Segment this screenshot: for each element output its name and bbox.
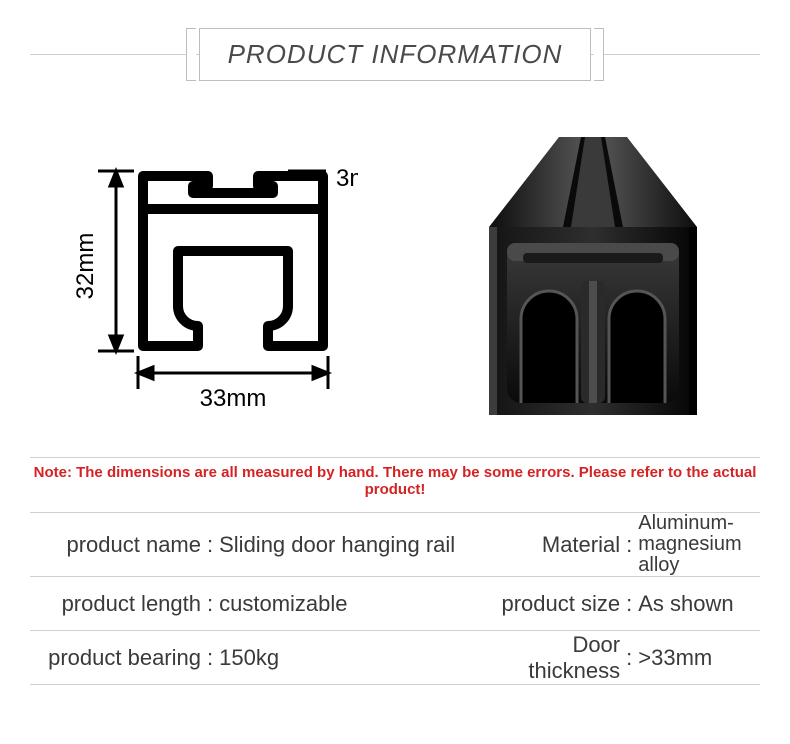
spec-label: Material (479, 532, 624, 558)
rail-photo (433, 131, 753, 421)
width-label: 33mm (199, 385, 266, 412)
spec-label: product bearing (30, 645, 205, 671)
spec-table: product name : Sliding door hanging rail… (30, 512, 760, 685)
heading-rule-left (30, 54, 200, 55)
heading-bracket-right (594, 28, 604, 81)
cross-section-diagram: 32mm 33mm 3mm (38, 131, 378, 421)
thickness-label: 3mm (336, 165, 358, 192)
spec-value: 150kg (219, 645, 479, 671)
rail-cross-section-svg: 32mm 33mm 3mm (58, 131, 358, 421)
spec-label: product length (30, 591, 205, 617)
spec-value: >33mm (638, 645, 760, 671)
rail-3d-svg (463, 131, 723, 421)
colon: : (205, 645, 219, 671)
colon: : (205, 591, 219, 617)
colon: : (624, 532, 638, 558)
spec-value: As shown (638, 591, 760, 617)
height-label: 32mm (72, 233, 99, 300)
colon: : (624, 645, 638, 671)
spec-value: customizable (219, 591, 479, 617)
spec-label: Door thickness (479, 632, 624, 684)
spec-value: Aluminum- magnesium alloy (638, 513, 760, 576)
spec-label: product size (479, 591, 624, 617)
heading-title: PRODUCT INFORMATION (228, 39, 563, 70)
measurement-note: Note: The dimensions are all measured by… (0, 458, 790, 512)
spec-row: product bearing : 150kg Door thickness :… (30, 631, 760, 685)
spec-row: product length : customizable product si… (30, 577, 760, 631)
spec-value: Sliding door hanging rail (219, 532, 479, 558)
heading-rule-right (590, 54, 760, 55)
images-row: 32mm 33mm 3mm (0, 81, 790, 451)
heading-box: PRODUCT INFORMATION (199, 28, 592, 81)
colon: : (205, 532, 219, 558)
spec-label: product name (30, 532, 205, 558)
spec-row: product name : Sliding door hanging rail… (30, 513, 760, 577)
colon: : (624, 591, 638, 617)
heading-bracket-left (186, 28, 196, 81)
heading-section: PRODUCT INFORMATION (0, 0, 790, 81)
